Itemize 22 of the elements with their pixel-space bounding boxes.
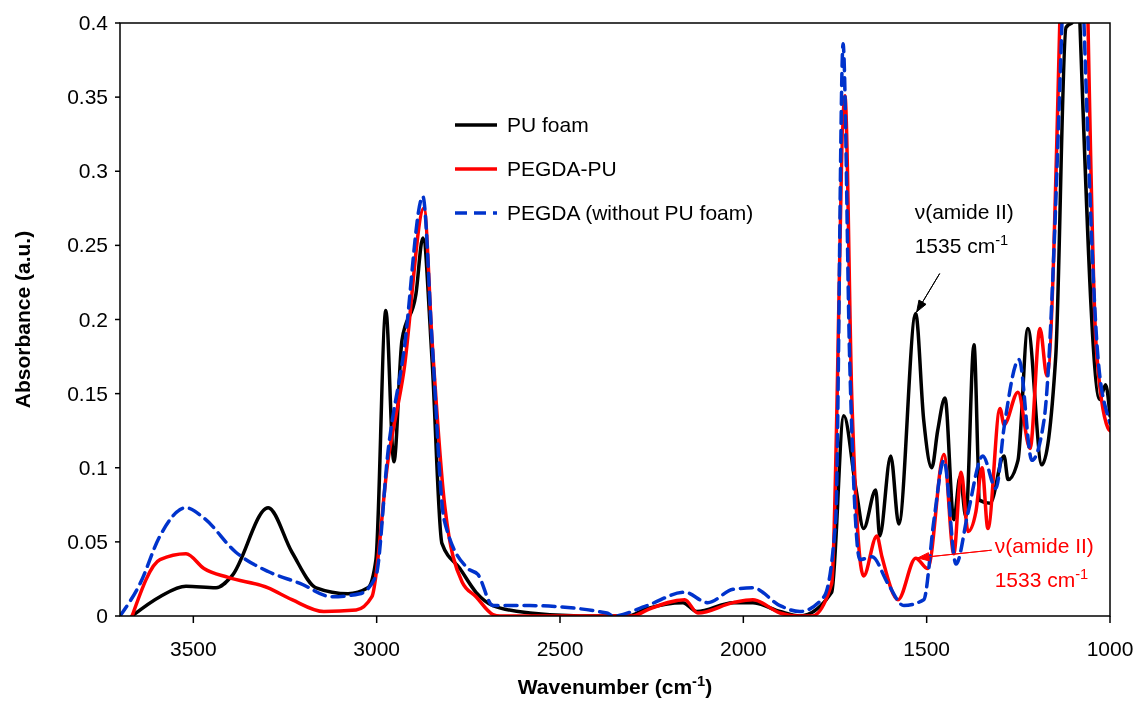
y-tick-label: 0.05 [67, 529, 108, 553]
y-tick-label: 0.35 [67, 85, 108, 109]
x-tick-label: 2000 [719, 637, 767, 660]
y-tick-label: 0 [96, 604, 108, 627]
legend-label: PEGDA-PU [507, 157, 617, 180]
x-tick-label: 1000 [1086, 637, 1134, 660]
legend-label: PEGDA (without PU foam) [507, 201, 754, 224]
y-tick-label: 0.3 [78, 159, 108, 183]
x-tick-label: 1500 [903, 637, 951, 660]
x-tick-label: 3500 [169, 637, 217, 660]
y-tick-label: 0.1 [78, 455, 108, 479]
y-tick-label: 0.2 [78, 307, 108, 331]
x-tick-label: 3000 [353, 637, 401, 660]
x-axis-title: Wavenumber (cm$^{-1}$) [517, 673, 713, 698]
y-tick-label: 0.25 [67, 233, 108, 257]
y-tick-label: 0.15 [67, 381, 108, 405]
y-axis-title: Absorbance (a.u.) [11, 230, 34, 409]
x-tick-label: 2500 [536, 637, 584, 660]
annotation: ν(amide II) 1535 cm$^{-1}$ [914, 199, 1014, 257]
y-tick-label: 0.4 [78, 11, 109, 34]
annotation: ν(amide II) 1533 cm$^{-1}$ [994, 534, 1094, 592]
legend-label: PU foam [507, 113, 589, 136]
